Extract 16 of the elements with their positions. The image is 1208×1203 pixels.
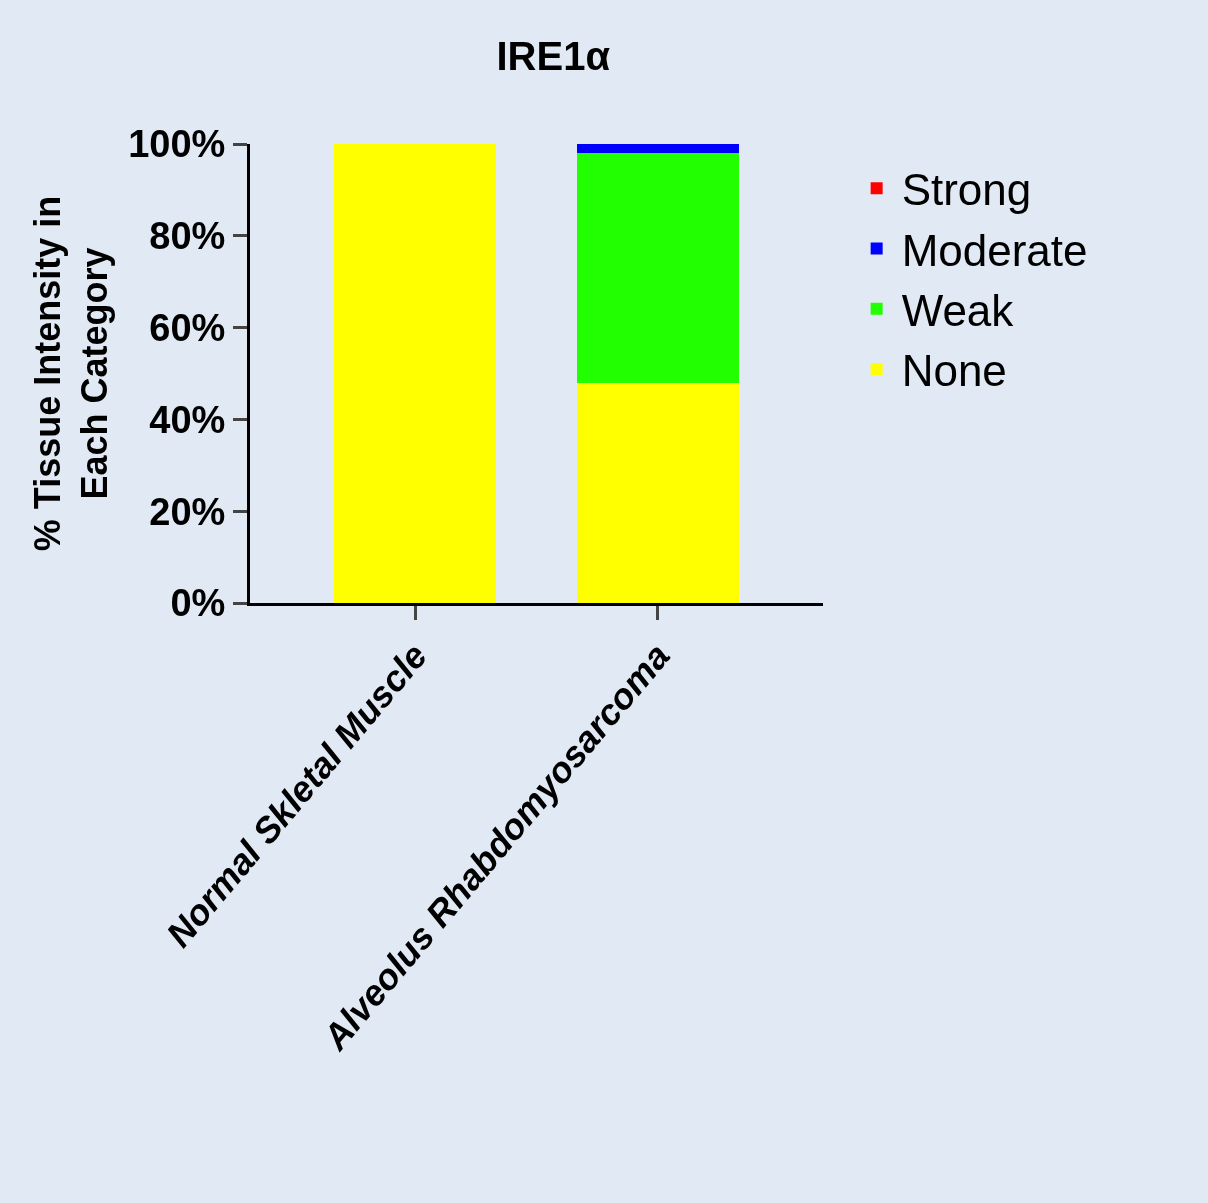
y-tick-label: 100%	[128, 123, 226, 166]
bar	[576, 153, 740, 383]
legend-label: Strong	[901, 165, 1032, 215]
legend-label: Weak	[901, 285, 1015, 335]
bar	[333, 144, 497, 603]
legend-label: Moderate	[901, 225, 1088, 275]
y-tick-label: 80%	[149, 215, 226, 258]
y-axis-title: % Tissue Intensity in Each Category	[27, 195, 116, 552]
bar	[576, 144, 740, 154]
bar	[576, 382, 740, 603]
y-tick-label: 0%	[170, 582, 226, 625]
y-tick-label: 60%	[149, 306, 226, 349]
y-tick-label: 20%	[149, 490, 226, 533]
legend-label: None	[901, 346, 1007, 396]
chart-title: IRE1α	[496, 34, 611, 79]
y-tick-label: 40%	[149, 398, 226, 441]
